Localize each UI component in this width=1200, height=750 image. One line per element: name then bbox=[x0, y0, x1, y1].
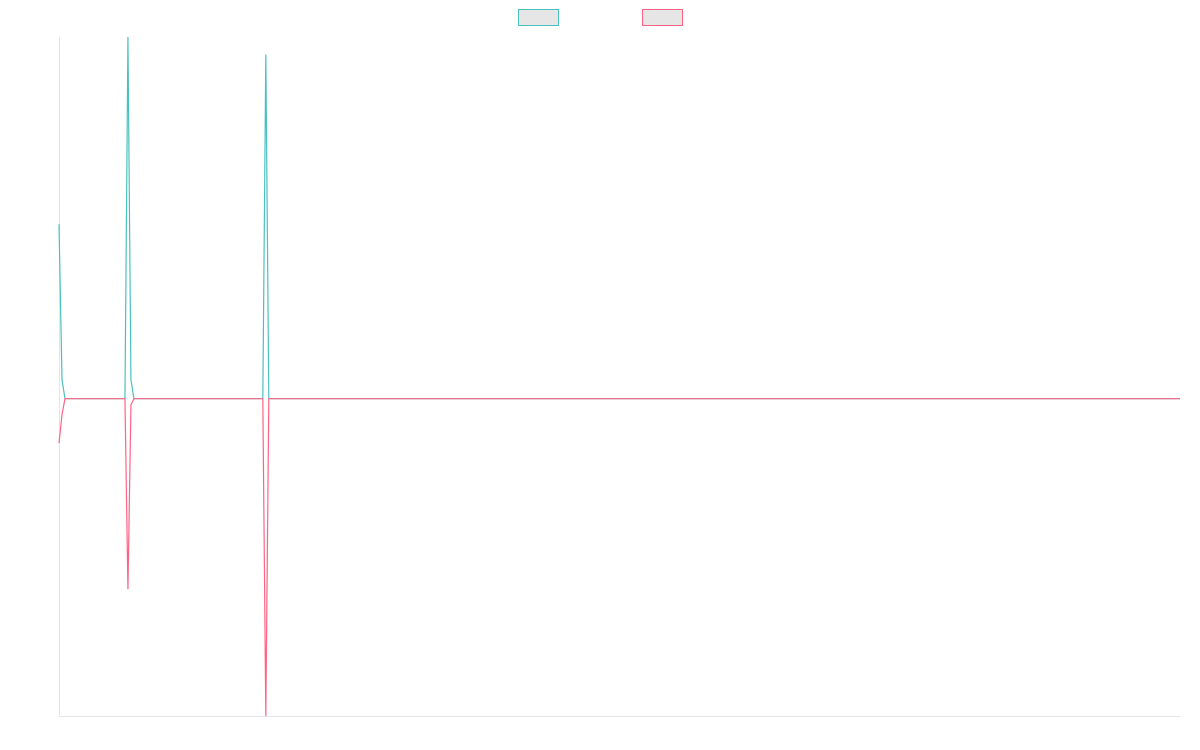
series-line bbox=[58, 398, 1180, 717]
legend-swatch bbox=[518, 9, 559, 26]
legend-swatch bbox=[642, 9, 683, 26]
series-line bbox=[58, 36, 1180, 400]
